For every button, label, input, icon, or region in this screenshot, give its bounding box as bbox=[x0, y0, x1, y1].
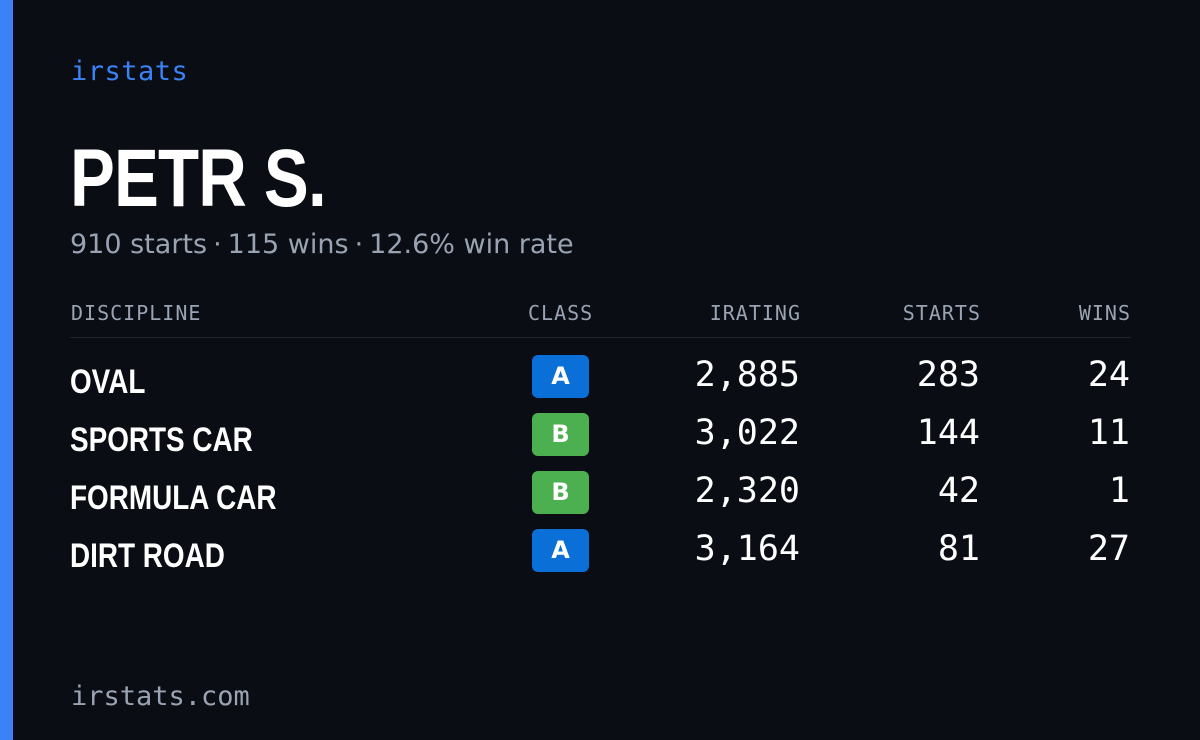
table-row: FORMULA CAR B 2,320 42 1 bbox=[70, 469, 1131, 527]
table-row: DIRT ROAD A 3,164 81 27 bbox=[70, 527, 1131, 585]
class-badge: A bbox=[532, 355, 589, 398]
discipline-cell: SPORTS CAR bbox=[70, 421, 253, 459]
discipline-cell: DIRT ROAD bbox=[70, 537, 225, 575]
stats-table: DISCIPLINE CLASS IRATING STARTS WINS OVA… bbox=[70, 298, 1131, 585]
summary-separator: · bbox=[354, 229, 364, 260]
discipline-cell: FORMULA CAR bbox=[70, 479, 277, 517]
player-name: PETR S. bbox=[70, 133, 327, 224]
wins-cell: 11 bbox=[1087, 413, 1130, 453]
starts-cell: 283 bbox=[916, 355, 980, 395]
class-badge: B bbox=[532, 471, 589, 514]
table-row: OVAL A 2,885 283 24 bbox=[70, 353, 1131, 411]
irating-cell: 2,320 bbox=[694, 471, 800, 511]
header-class: CLASS bbox=[528, 301, 594, 325]
footer-url: irstats.com bbox=[71, 681, 250, 712]
irating-cell: 3,164 bbox=[694, 529, 800, 569]
brand-logo: irstats bbox=[71, 56, 189, 87]
accent-bar bbox=[0, 0, 13, 740]
irating-cell: 2,885 bbox=[694, 355, 800, 395]
summary-separator: · bbox=[213, 229, 222, 260]
player-summary: 910 starts · 115 wins · 12.6% win rate bbox=[70, 229, 574, 260]
table-header: DISCIPLINE CLASS IRATING STARTS WINS bbox=[70, 298, 1131, 338]
header-starts: STARTS bbox=[902, 301, 981, 325]
wins-summary: 115 wins bbox=[227, 229, 349, 260]
winrate-summary: 12.6% win rate bbox=[369, 229, 574, 260]
wins-cell: 27 bbox=[1087, 529, 1130, 569]
header-irating: IRATING bbox=[709, 301, 801, 325]
header-wins: WINS bbox=[1078, 301, 1131, 325]
starts-summary: 910 starts bbox=[70, 229, 208, 260]
starts-cell: 144 bbox=[916, 413, 980, 453]
header-discipline: DISCIPLINE bbox=[71, 301, 202, 325]
class-badge: A bbox=[532, 529, 589, 572]
irating-cell: 3,022 bbox=[694, 413, 800, 453]
wins-cell: 1 bbox=[1108, 471, 1130, 511]
wins-cell: 24 bbox=[1087, 355, 1130, 395]
table-body: OVAL A 2,885 283 24 SPORTS CAR B 3,022 1… bbox=[70, 338, 1131, 585]
starts-cell: 42 bbox=[937, 471, 980, 511]
table-row: SPORTS CAR B 3,022 144 11 bbox=[70, 411, 1131, 469]
discipline-cell: OVAL bbox=[70, 363, 146, 401]
class-badge: B bbox=[532, 413, 589, 456]
starts-cell: 81 bbox=[937, 529, 980, 569]
